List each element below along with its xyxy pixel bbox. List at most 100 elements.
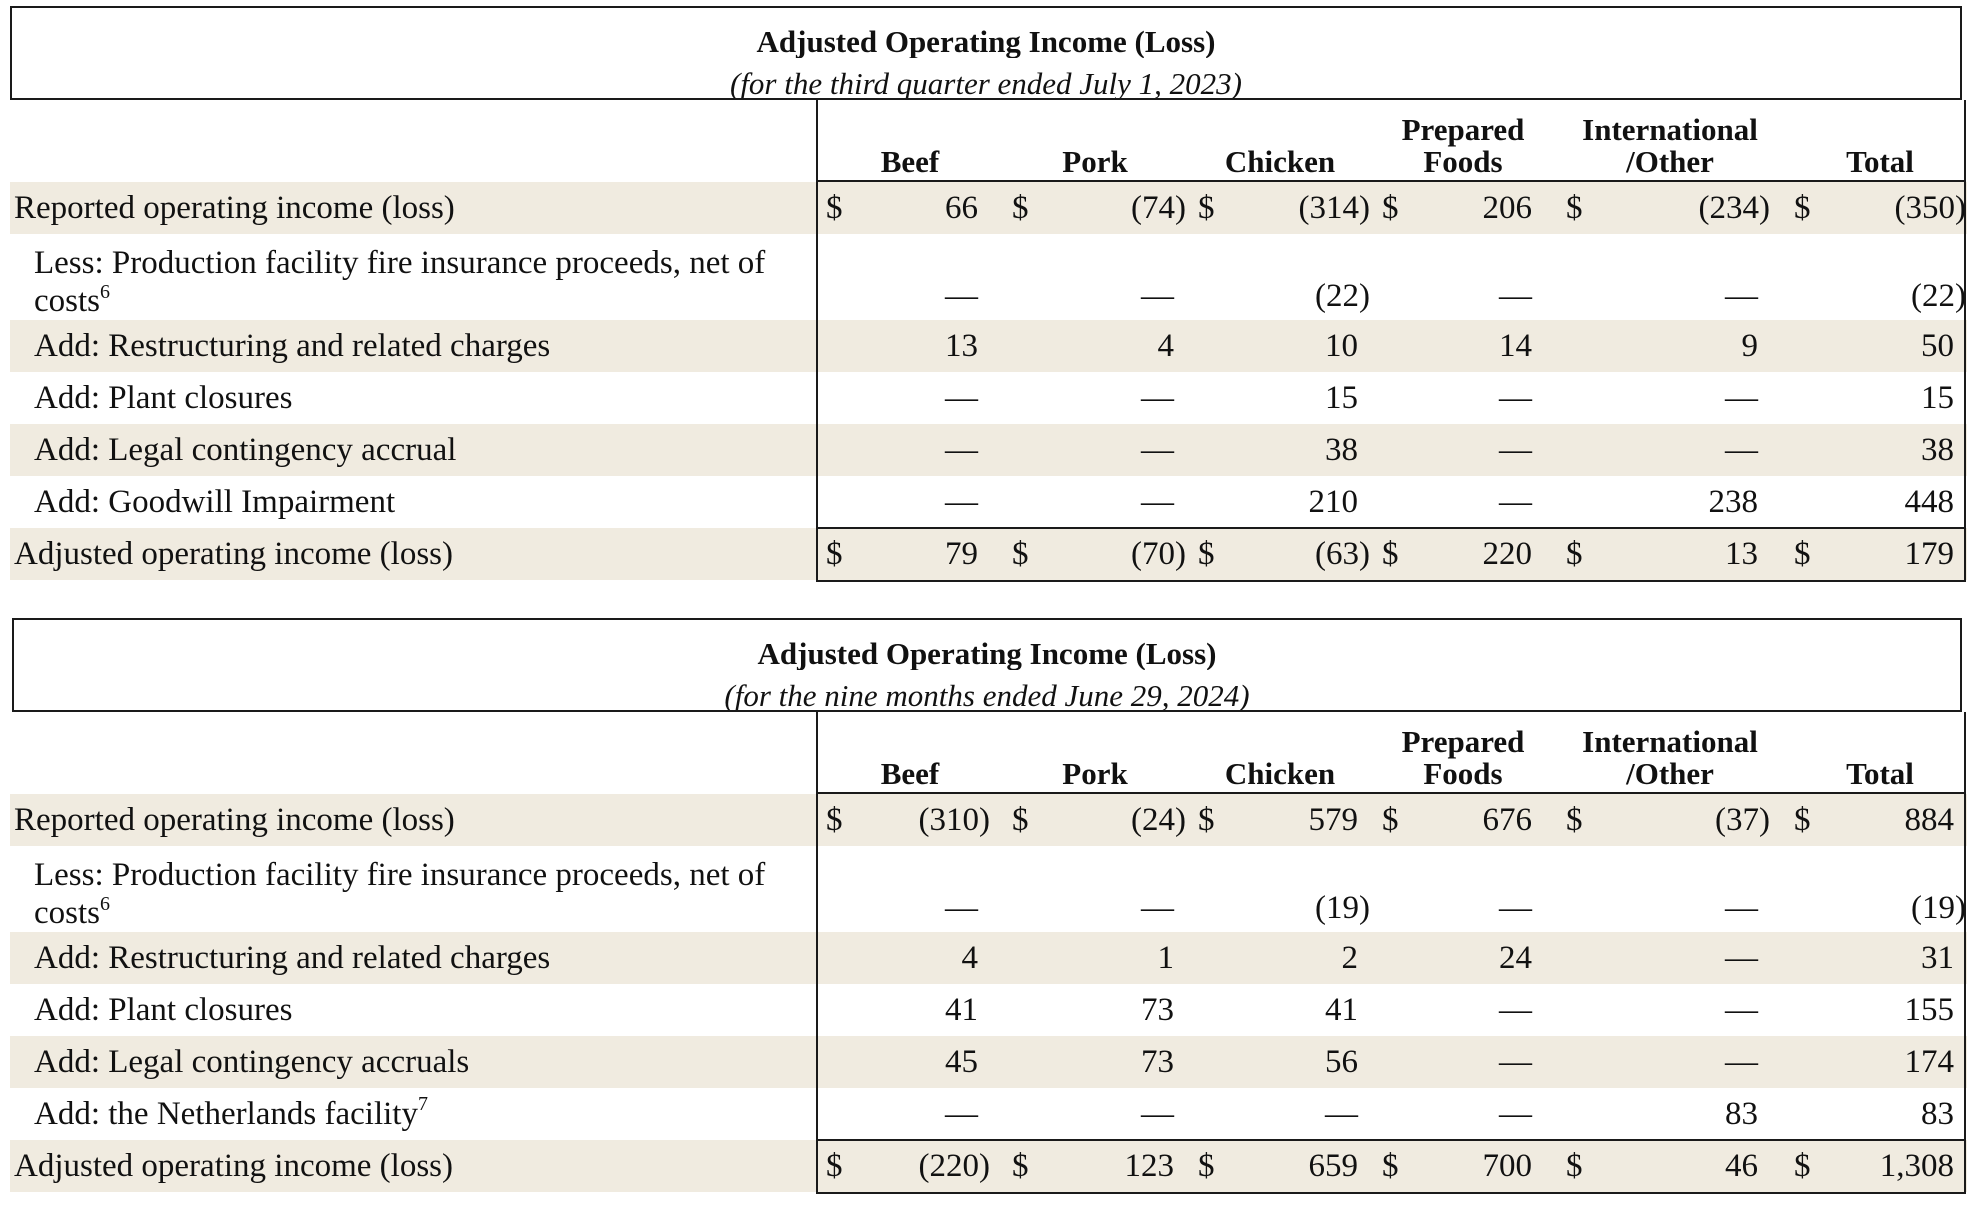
table-cell: 13 [1725,536,1758,572]
row-label-text: Less: Production facility fire insurance… [34,245,766,319]
row-label-text: Add: Plant closures [34,380,293,416]
currency-symbol: $ [1198,536,1215,572]
row-label-text: Reported operating income (loss) [14,190,455,226]
row-label-text: Add: Plant closures [34,992,293,1028]
currency-symbol: $ [1794,802,1811,838]
column-header: Total [1846,756,1914,791]
table-cell: — [945,484,978,520]
table-cell: (310) [918,802,990,838]
currency-symbol: $ [1794,190,1811,226]
row-label: Less: Production facility fire insurance… [34,244,834,320]
row-label: Add: the Netherlands facility7 [34,1094,428,1134]
table-cell: (314) [1298,190,1370,226]
column-header: Total [1846,144,1914,179]
footnote-marker: 7 [417,1093,428,1115]
table-cell: (74) [1131,190,1186,226]
column-divider [816,100,818,580]
table-cell: — [1499,890,1532,926]
header-rule [816,792,1966,794]
column-header: Foods [1423,756,1503,788]
footnote-marker: 6 [100,893,110,915]
column-header: /Other [1626,144,1714,176]
currency-symbol: $ [1794,1148,1811,1184]
table-row [10,424,1967,476]
table-cell: 9 [1741,328,1759,364]
table-cell: — [945,380,978,416]
table-cell: — [1725,890,1758,926]
table-cell: 4 [1157,328,1175,364]
table-cell: 1 [1157,940,1175,976]
table-row [10,794,1967,846]
table-title-box: Adjusted Operating Income (Loss) (for the… [12,618,1962,712]
table-cell: 2 [1341,940,1359,976]
table-cell: (19) [1315,890,1370,926]
table-cell: 73 [1141,992,1174,1028]
table-title: Adjusted Operating Income (Loss) [756,24,1216,58]
currency-symbol: $ [1794,536,1811,572]
column-header: /Other [1626,756,1714,788]
table-cell: — [945,432,978,468]
row-label-text: Adjusted operating income (loss) [14,536,453,572]
table-cell: 73 [1141,1044,1174,1080]
table-cell: — [1725,940,1758,976]
row-label-text: Add: Restructuring and related charges [34,328,551,364]
table-cell: 220 [1482,536,1533,572]
currency-symbol: $ [1198,1148,1215,1184]
table-cell: — [1725,432,1758,468]
column-header: Chicken [1224,756,1336,791]
table-cell: — [1141,1096,1174,1132]
table-cell: (22) [1315,278,1370,314]
table-cell: 83 [1921,1096,1954,1132]
table-row [10,528,1967,580]
table-cell: — [1499,432,1532,468]
total-rule [816,1139,1966,1141]
table-cell: 448 [1904,484,1955,520]
table-right-border [1964,100,1966,580]
table-cell: (24) [1131,802,1186,838]
row-label: Add: Legal contingency accrual [34,430,456,470]
column-header-line1: Prepared [1401,724,1525,759]
row-label: Add: Plant closures [34,990,292,1030]
row-label: Add: Goodwill Impairment [34,482,395,522]
table-cell: 14 [1499,328,1532,364]
table-cell: 4 [961,940,979,976]
currency-symbol: $ [826,190,843,226]
row-label-text: Add: the Netherlands facility [34,1096,418,1132]
currency-symbol: $ [1012,536,1029,572]
table-cell: 83 [1725,1096,1758,1132]
table-cell: 15 [1921,380,1954,416]
table-cell: — [945,278,978,314]
currency-symbol: $ [1382,536,1399,572]
row-label: Adjusted operating income (loss) [14,1146,453,1186]
table-subtitle: (for the nine months ended June 29, 2024… [724,678,1250,712]
table-cell: 79 [945,536,978,572]
table-cell: 10 [1325,328,1358,364]
table-row [10,182,1967,234]
table-cell: 238 [1708,484,1759,520]
table-cell: (70) [1131,536,1186,572]
table-cell: — [945,1096,978,1132]
table-cell: — [1499,380,1532,416]
table-cell: 659 [1308,1148,1359,1184]
table-subtitle: (for the third quarter ended July 1, 202… [730,66,1242,100]
table-cell: 50 [1921,328,1954,364]
table-row [10,320,1967,372]
row-label: Less: Production facility fire insurance… [34,856,834,932]
table-cell: 15 [1325,380,1358,416]
currency-symbol: $ [1566,1148,1583,1184]
table-cell: — [1499,1096,1532,1132]
column-header: Pork [1062,144,1128,179]
table-cell: — [1499,484,1532,520]
table-cell: 66 [945,190,978,226]
column-header-line1: International [1582,112,1758,147]
table-cell: 38 [1921,432,1954,468]
table-cell: — [1141,432,1174,468]
table-cell: 1,308 [1879,1148,1954,1184]
column-header: Pork [1062,756,1128,791]
currency-symbol: $ [1382,190,1399,226]
currency-symbol: $ [826,536,843,572]
table-cell: 41 [1325,992,1358,1028]
table-cell: — [1499,992,1532,1028]
table-cell: (22) [1911,278,1966,314]
table-cell: (37) [1715,802,1770,838]
